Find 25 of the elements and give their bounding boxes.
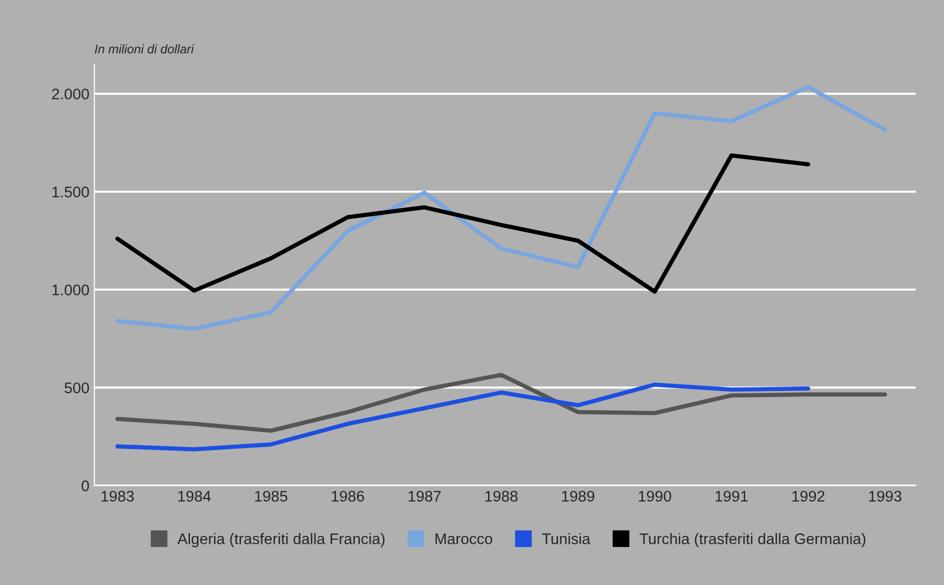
x-tick-label: 1983 xyxy=(102,490,134,502)
x-tick-label: 1989 xyxy=(562,490,594,502)
x-tick-label: 1986 xyxy=(332,490,364,502)
line-series xyxy=(115,372,888,433)
x-tick-label: 1993 xyxy=(869,490,902,502)
y-tick-label: 2.000 xyxy=(52,88,89,100)
x-tick-label: 1990 xyxy=(638,490,672,502)
x-tick-label: 1988 xyxy=(485,490,518,502)
line-series xyxy=(115,153,810,294)
legend-label: Tunisia xyxy=(542,532,590,544)
y-tick-label: 500 xyxy=(64,382,89,394)
line-series xyxy=(115,84,888,331)
y-axis-title: In milioni di dollari xyxy=(94,44,194,54)
legend-label: Turchia (trasferiti dalla Germania) xyxy=(640,532,866,548)
y-tick-label: 1.500 xyxy=(52,186,89,198)
x-tick-label: 1991 xyxy=(716,490,748,502)
line-series xyxy=(115,382,810,452)
x-tick-label: 1985 xyxy=(255,490,288,502)
legend-label: Algeria (trasferiti dalla Francia) xyxy=(177,532,384,548)
x-tick-label: 1987 xyxy=(408,490,441,502)
x-tick-label: 1984 xyxy=(178,490,211,502)
x-tick-label: 1992 xyxy=(792,490,824,502)
y-tick-label: 1.000 xyxy=(52,284,89,296)
legend-label: Marocco xyxy=(436,534,492,544)
y-tick-label: 0 xyxy=(82,480,89,492)
